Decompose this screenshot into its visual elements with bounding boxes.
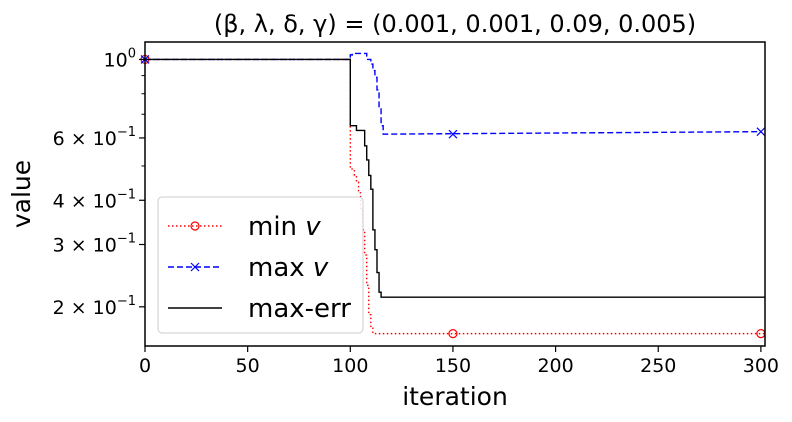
series-marker-stroke bbox=[448, 129, 458, 139]
chart-title: (β, λ, δ, γ) = (0.001, 0.001, 0.09, 0.00… bbox=[214, 10, 696, 38]
series-marker-0 bbox=[448, 329, 458, 339]
plot-frame bbox=[144, 41, 766, 347]
series-line-1 bbox=[145, 52, 761, 135]
y-tick-label: 3 × 10−1 bbox=[53, 231, 136, 256]
x-tick-label: 100 bbox=[332, 355, 368, 377]
series-marker-1 bbox=[448, 129, 458, 139]
series-line-2 bbox=[145, 58, 765, 298]
y-axis-label: value bbox=[7, 160, 36, 228]
x-tick-label: 300 bbox=[743, 355, 779, 377]
x-axis-label: iteration bbox=[402, 382, 508, 411]
x-axis: 0 50 100 150 200 250 300 bbox=[139, 346, 779, 377]
y-axis: 100 6 × 10−1 4 × 10−1 3 × 10−1 2 × 10−1 bbox=[53, 46, 145, 319]
legend: min v max v max-err bbox=[157, 196, 364, 334]
legend-marker-0 bbox=[190, 221, 200, 231]
legend-label-2: max-err bbox=[248, 294, 351, 324]
x-tick-label: 50 bbox=[236, 355, 260, 377]
series-marker-stroke bbox=[756, 127, 766, 137]
legend-label-1: max v bbox=[248, 253, 329, 283]
x-tick-label: 250 bbox=[640, 355, 676, 377]
y-tick-label: 4 × 10−1 bbox=[53, 187, 136, 212]
legend-label-0: min v bbox=[248, 212, 321, 242]
y-tick-label: 2 × 10−1 bbox=[53, 294, 136, 319]
y-tick-label: 100 bbox=[104, 46, 136, 71]
x-tick-label: 0 bbox=[139, 355, 151, 377]
y-tick-label: 6 × 10−1 bbox=[53, 125, 136, 150]
legend-marker-1 bbox=[190, 262, 200, 272]
series-marker-1 bbox=[756, 127, 766, 137]
x-tick-label: 150 bbox=[435, 355, 471, 377]
legend-box bbox=[157, 196, 364, 334]
x-tick-label: 200 bbox=[537, 355, 573, 377]
